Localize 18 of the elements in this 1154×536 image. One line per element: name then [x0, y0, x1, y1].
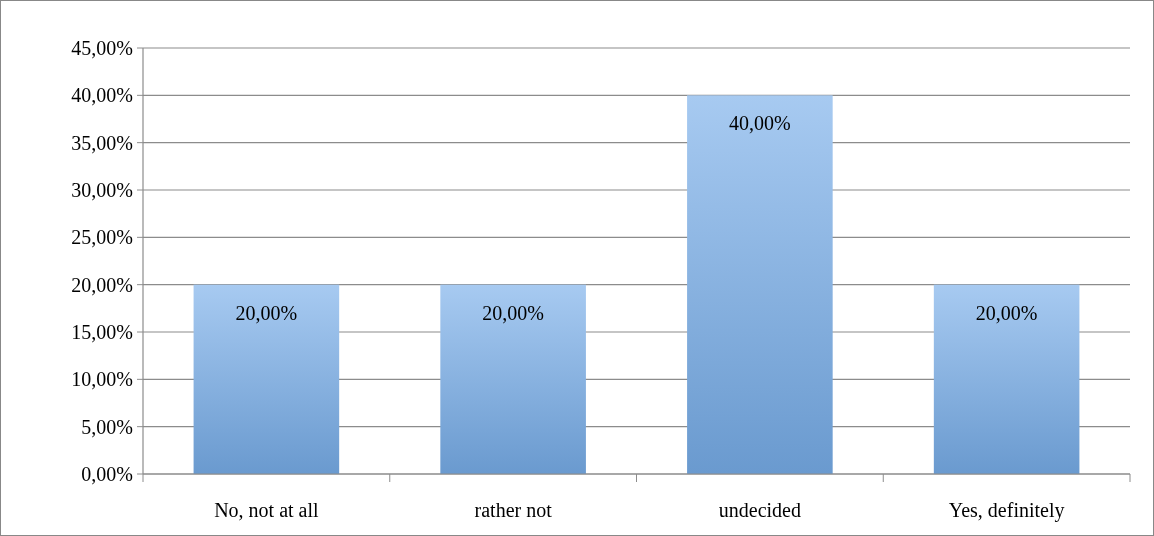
y-tick-label: 5,00% [81, 415, 133, 438]
y-tick-label: 30,00% [71, 179, 133, 201]
data-label: 40,00% [729, 112, 791, 135]
y-tick-label: 40,00% [71, 84, 133, 107]
y-tick-label: 25,00% [71, 226, 133, 249]
x-tick-label: Yes, definitely [948, 499, 1065, 522]
y-tick-label: 15,00% [71, 321, 133, 343]
y-tick-label: 10,00% [71, 368, 133, 391]
y-tick-label: 20,00% [71, 273, 133, 296]
x-tick-label: No, not at all [214, 499, 320, 521]
x-tick-label: rather not [474, 499, 553, 521]
data-label: 20,00% [975, 301, 1038, 324]
data-label: 20,00% [235, 301, 298, 324]
data-label: 20,00% [482, 301, 544, 324]
y-tick-label: 35,00% [71, 131, 133, 154]
y-tick-label: 0,00% [81, 463, 133, 485]
x-tick-label: undecided [718, 499, 801, 521]
y-tick-label: 45,00% [71, 37, 133, 59]
